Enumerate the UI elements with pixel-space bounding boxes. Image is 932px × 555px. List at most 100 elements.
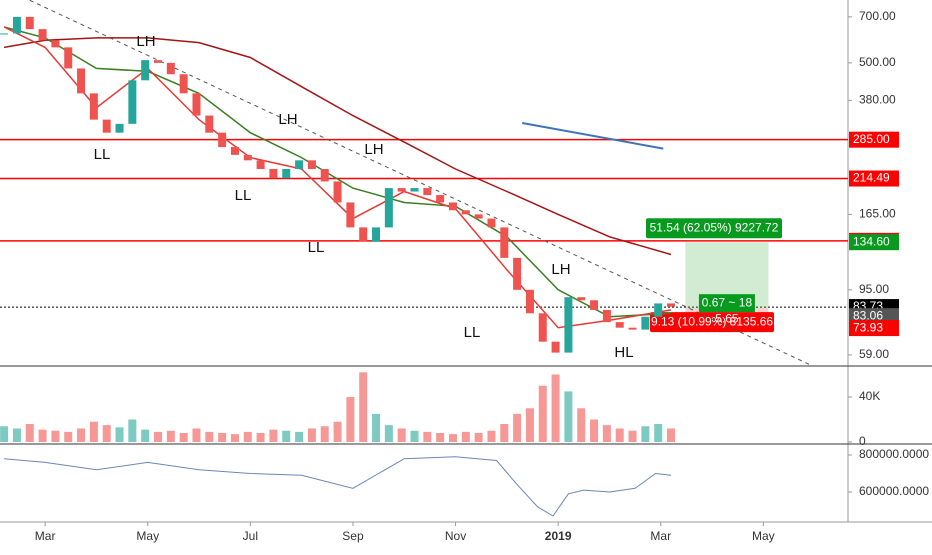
volume-bar: [205, 431, 214, 442]
candle: [423, 188, 432, 196]
volume-bar: [359, 372, 368, 442]
pattern-label: LL: [94, 146, 111, 163]
volume-bar: [282, 430, 291, 442]
center-label: 5.65: [715, 311, 739, 325]
volume-bar: [590, 419, 599, 442]
volume-bar: [500, 424, 509, 442]
candle: [564, 297, 573, 353]
center-label-bg: [698, 294, 755, 313]
candle: [77, 68, 86, 94]
volume-bar: [397, 428, 406, 442]
volume-bar: [538, 385, 547, 442]
candle: [256, 160, 265, 169]
volume-bar: [372, 413, 381, 442]
price-label: 285.00: [853, 132, 890, 146]
pattern-label: HL: [614, 344, 633, 361]
y-tick-label: 95.00: [859, 282, 889, 296]
candle: [102, 119, 111, 133]
price-label-bg: [849, 234, 899, 251]
y-tick-label: 40K: [859, 389, 880, 403]
candle: [500, 227, 509, 258]
price-label-bg: [849, 170, 899, 187]
candle: [141, 60, 150, 81]
candle: [166, 62, 175, 75]
y-tick-label: 700.00: [859, 9, 896, 23]
volume-bar: [346, 397, 355, 442]
volume-bar: [384, 425, 393, 442]
candle: [590, 300, 599, 310]
y-tick-label: 600000.0000: [859, 484, 929, 498]
volume-bar: [602, 425, 611, 442]
volume-bar: [295, 431, 304, 442]
volume-bar: [577, 408, 586, 442]
volume-bar: [25, 424, 34, 442]
candle: [410, 188, 419, 192]
candle: [179, 74, 188, 94]
x-tick-label: Sep: [342, 529, 364, 543]
candle: [654, 303, 663, 317]
volume-bar: [64, 431, 73, 442]
candle: [346, 202, 355, 228]
volume-bar: [641, 426, 650, 442]
candle: [192, 93, 201, 116]
volume-bar: [179, 433, 188, 442]
pattern-label: LL: [308, 239, 325, 256]
volume-bar: [77, 428, 86, 442]
volume-bar: [243, 431, 252, 442]
volume-bar: [615, 428, 624, 442]
volume-bar: [166, 430, 175, 442]
candle: [51, 40, 60, 48]
candle: [513, 257, 522, 290]
candle: [448, 202, 457, 211]
candle: [372, 227, 381, 242]
volume-bar: [102, 425, 111, 442]
volume-bar: [38, 429, 47, 442]
trendline: [522, 122, 664, 150]
y-tick-label: 59.00: [859, 347, 889, 361]
candle: [282, 168, 291, 179]
candle: [525, 289, 534, 314]
volume-bar: [51, 430, 60, 442]
pattern-label: LH: [278, 111, 297, 128]
moving-average: [3, 26, 672, 329]
volume-bar: [461, 431, 470, 442]
candle: [243, 154, 252, 161]
price-label: 83.06: [853, 308, 883, 322]
candle: [538, 313, 547, 342]
pattern-label: LL: [235, 187, 252, 204]
candle: [474, 214, 483, 219]
candle: [115, 123, 124, 133]
volume-bar: [128, 419, 137, 442]
x-tick-label: May: [136, 529, 159, 543]
y-tick-label: 500.00: [859, 55, 896, 69]
volume-bar: [410, 430, 419, 442]
volume-bar: [230, 434, 239, 442]
volume-bar: [448, 434, 457, 442]
x-tick-label: May: [752, 529, 775, 543]
candle: [320, 168, 329, 182]
candle: [230, 147, 239, 155]
y-tick-label: 0: [859, 434, 866, 448]
target-label: 51.54 (62.05%) 9227.72: [650, 220, 779, 234]
volume-bar: [474, 433, 483, 442]
candle: [667, 303, 676, 307]
volume-bar: [218, 433, 227, 442]
volume-bar: [654, 424, 663, 442]
x-tick-label: 2019: [545, 529, 572, 543]
candle: [128, 80, 137, 124]
candle: [295, 160, 304, 169]
volume-bar: [423, 431, 432, 442]
price-label: 214.49: [853, 171, 890, 185]
volume-bar: [269, 429, 278, 442]
pattern-label: LH: [551, 261, 570, 278]
y-tick-label: 165.00: [859, 207, 896, 221]
volume-bar: [513, 413, 522, 442]
y-tick-label: 800000.0000: [859, 447, 929, 461]
candle: [487, 218, 496, 228]
volume-bar: [667, 428, 676, 442]
candle: [397, 188, 406, 192]
volume-bar: [436, 433, 445, 442]
stop-label: 9.13 (10.99%) 8135.66: [651, 314, 773, 328]
